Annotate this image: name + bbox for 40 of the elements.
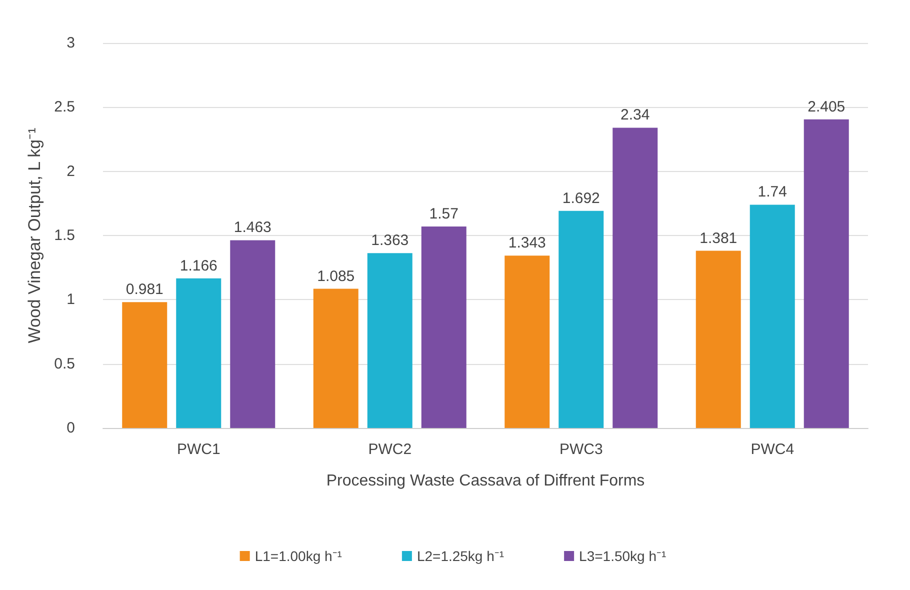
y-tick-label: 1 — [66, 291, 75, 308]
data-label: 1.085 — [317, 268, 355, 285]
bar — [612, 128, 658, 428]
data-label: 1.74 — [758, 184, 787, 201]
bar — [313, 288, 358, 428]
bar — [421, 226, 466, 428]
x-tick-label: PWC4 — [750, 441, 794, 458]
bar — [696, 250, 741, 428]
bar — [367, 253, 412, 428]
y-tick-label: 1.5 — [54, 227, 75, 244]
data-label: 2.405 — [808, 98, 846, 116]
y-tick-label: 3 — [66, 34, 75, 52]
y-axis-title: Wood Vinegar Output, L kg⁻¹ — [25, 127, 44, 344]
y-tick-label: 0 — [66, 420, 75, 436]
legend-label: L1=1.00kg h⁻¹ — [254, 548, 342, 564]
x-axis-title: Processing Waste Cassava of Diffrent Forms — [326, 472, 645, 490]
data-label: 1.381 — [700, 230, 738, 247]
y-tick-label: 0.5 — [54, 355, 75, 372]
bar — [804, 119, 849, 428]
legend-label: L3=1.50kg h⁻¹ — [579, 548, 667, 564]
legend-label: L2=1.25kg h⁻¹ — [416, 548, 504, 564]
y-tick-label: 2 — [66, 162, 75, 180]
x-tick-label: PWC2 — [368, 441, 412, 458]
data-label: 1.166 — [180, 257, 218, 274]
bar — [176, 278, 222, 428]
data-label: 1.343 — [508, 234, 546, 252]
data-label: 1.463 — [234, 219, 272, 236]
bar — [122, 302, 168, 428]
bar — [558, 210, 604, 428]
x-tick-label: PWC1 — [176, 441, 220, 458]
x-tick-label: PWC3 — [559, 441, 603, 458]
y-tick-label: 2.5 — [54, 98, 75, 116]
bar — [230, 240, 276, 428]
data-label: 1.692 — [562, 190, 600, 207]
data-label: 0.981 — [126, 281, 164, 298]
bar — [504, 256, 550, 428]
bar — [750, 204, 795, 428]
data-label: 1.57 — [429, 206, 458, 223]
data-label: 2.34 — [620, 106, 650, 124]
data-label: 1.363 — [371, 232, 409, 250]
